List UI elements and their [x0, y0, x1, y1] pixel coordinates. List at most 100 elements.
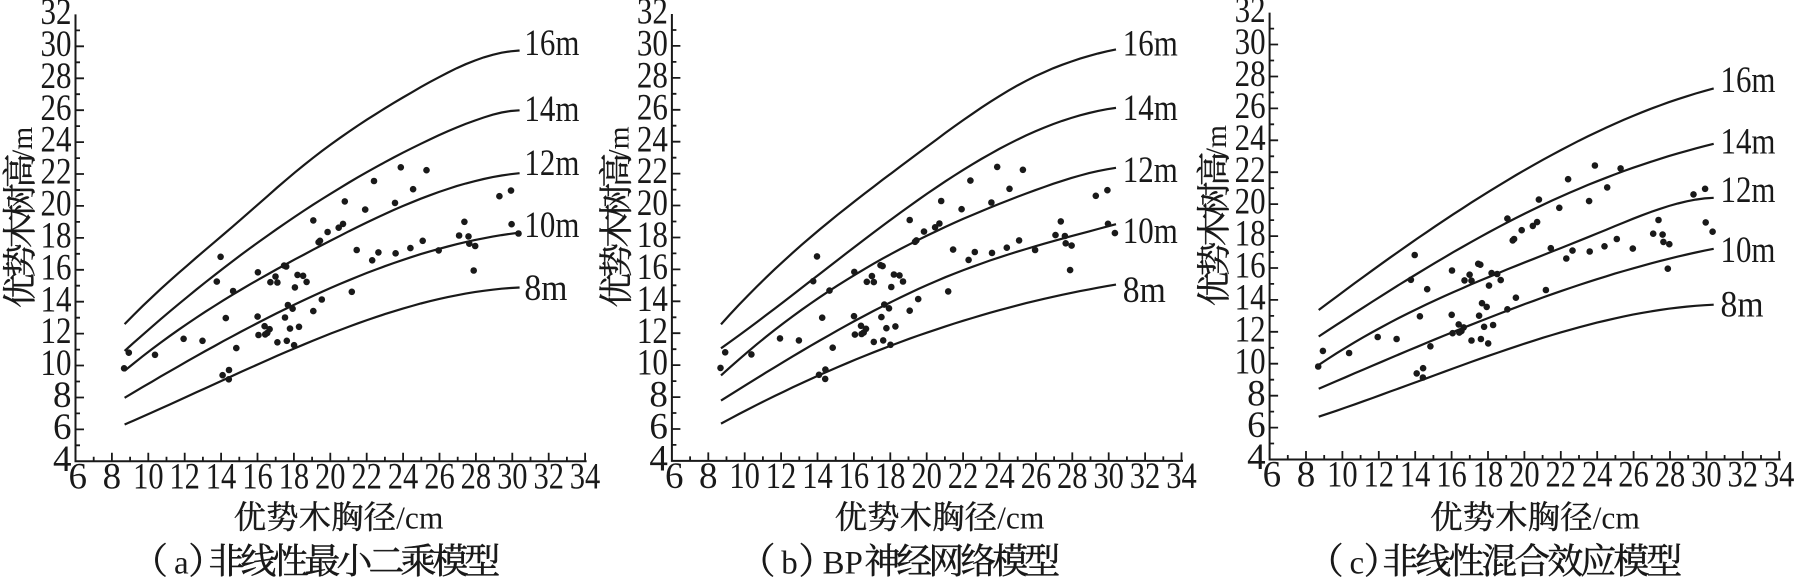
svg-text:14: 14	[1235, 278, 1266, 319]
svg-text:28: 28	[41, 56, 72, 97]
svg-text:18: 18	[875, 456, 906, 497]
svg-text:6: 6	[53, 407, 72, 448]
svg-text:4: 4	[1247, 437, 1266, 478]
svg-text:16: 16	[1235, 246, 1266, 287]
svg-text:18: 18	[279, 456, 310, 497]
svg-text:10m: 10m	[524, 204, 579, 245]
svg-text:20: 20	[911, 456, 942, 497]
svg-text:BP: BP	[823, 546, 863, 582]
svg-text:28: 28	[1655, 455, 1686, 496]
svg-text:22: 22	[41, 152, 72, 193]
svg-text:18: 18	[41, 216, 72, 257]
svg-text:/m: /m	[1201, 125, 1233, 156]
svg-text:8: 8	[1297, 455, 1316, 496]
svg-text:4: 4	[53, 439, 72, 480]
svg-text:14: 14	[802, 456, 833, 497]
svg-text:24: 24	[1582, 455, 1613, 496]
svg-text:6: 6	[649, 407, 668, 448]
svg-text:18: 18	[1235, 214, 1266, 255]
svg-text:32: 32	[41, 0, 72, 33]
svg-text:24: 24	[1235, 118, 1266, 159]
svg-text:8: 8	[53, 375, 72, 416]
svg-text:14: 14	[637, 279, 668, 320]
svg-text:20: 20	[315, 456, 346, 497]
svg-text:10: 10	[133, 456, 164, 497]
svg-text:12m: 12m	[524, 142, 579, 183]
svg-text:6: 6	[1263, 455, 1282, 496]
svg-text:26: 26	[41, 88, 72, 129]
svg-text:20: 20	[41, 184, 72, 225]
svg-text:14m: 14m	[1123, 87, 1178, 128]
svg-text:16: 16	[41, 247, 72, 288]
svg-text:14: 14	[41, 279, 72, 320]
svg-text:/m: /m	[603, 126, 635, 157]
svg-text:26: 26	[1021, 456, 1051, 497]
svg-text:18: 18	[1473, 455, 1504, 496]
svg-text:30: 30	[1235, 22, 1266, 63]
svg-text:14: 14	[206, 456, 237, 497]
svg-text:a: a	[174, 546, 189, 582]
svg-text:6: 6	[69, 456, 88, 497]
svg-text:24: 24	[388, 456, 419, 497]
svg-text:16: 16	[242, 456, 273, 497]
svg-text:28: 28	[1057, 456, 1088, 497]
svg-text:6: 6	[1247, 405, 1266, 446]
svg-text:34: 34	[570, 456, 601, 497]
svg-text:c: c	[1350, 546, 1365, 582]
svg-text:14m: 14m	[1721, 121, 1776, 162]
svg-text:12: 12	[169, 456, 200, 497]
svg-text:16: 16	[839, 456, 870, 497]
svg-text:28: 28	[461, 456, 492, 497]
svg-text:/cm: /cm	[997, 501, 1045, 536]
svg-text:12: 12	[766, 456, 797, 497]
svg-text:18: 18	[637, 215, 668, 256]
svg-text:24: 24	[637, 119, 668, 160]
svg-text:26: 26	[424, 456, 455, 497]
svg-text:30: 30	[41, 24, 72, 65]
svg-text:8m: 8m	[524, 267, 567, 308]
svg-text:14m: 14m	[524, 88, 579, 129]
svg-text:16: 16	[637, 247, 668, 288]
svg-text:22: 22	[1235, 150, 1266, 191]
svg-text:8: 8	[103, 456, 122, 497]
svg-text:8m: 8m	[1721, 284, 1764, 325]
svg-text:b: b	[781, 546, 798, 582]
svg-text:12: 12	[1235, 309, 1266, 350]
svg-text:16m: 16m	[1721, 59, 1776, 100]
svg-text:10m: 10m	[1123, 210, 1178, 251]
svg-text:20: 20	[637, 183, 668, 224]
svg-text:30: 30	[497, 456, 528, 497]
svg-text:16m: 16m	[524, 22, 579, 63]
svg-text:10m: 10m	[1721, 229, 1776, 270]
svg-text:/cm: /cm	[1593, 501, 1641, 536]
svg-text:12: 12	[637, 311, 668, 352]
svg-text:4: 4	[649, 439, 668, 480]
svg-text:34: 34	[1764, 455, 1795, 496]
svg-text:10: 10	[729, 456, 760, 497]
svg-text:12m: 12m	[1123, 149, 1178, 190]
svg-text:34: 34	[1166, 456, 1197, 497]
svg-text:32: 32	[1235, 0, 1266, 31]
svg-text:26: 26	[1618, 455, 1649, 496]
svg-text:32: 32	[1728, 455, 1759, 496]
svg-text:26: 26	[637, 87, 668, 128]
svg-text:8: 8	[1247, 373, 1266, 414]
svg-text:22: 22	[948, 456, 979, 497]
svg-text:26: 26	[1235, 86, 1266, 127]
svg-text:24: 24	[41, 120, 72, 161]
svg-text:/cm: /cm	[396, 501, 444, 536]
svg-text:22: 22	[351, 456, 382, 497]
svg-text:6: 6	[665, 456, 684, 497]
svg-text:12: 12	[1364, 455, 1395, 496]
svg-text:16m: 16m	[1123, 23, 1178, 64]
svg-text:8: 8	[699, 456, 718, 497]
svg-text:14: 14	[1400, 455, 1431, 496]
svg-text:16: 16	[1436, 455, 1467, 496]
svg-text:20: 20	[1509, 455, 1540, 496]
svg-text:30: 30	[1093, 456, 1124, 497]
svg-text:30: 30	[637, 24, 668, 65]
svg-text:32: 32	[1130, 456, 1161, 497]
svg-text:10: 10	[637, 343, 668, 384]
svg-text:/m: /m	[7, 127, 39, 158]
svg-text:22: 22	[1546, 455, 1577, 496]
